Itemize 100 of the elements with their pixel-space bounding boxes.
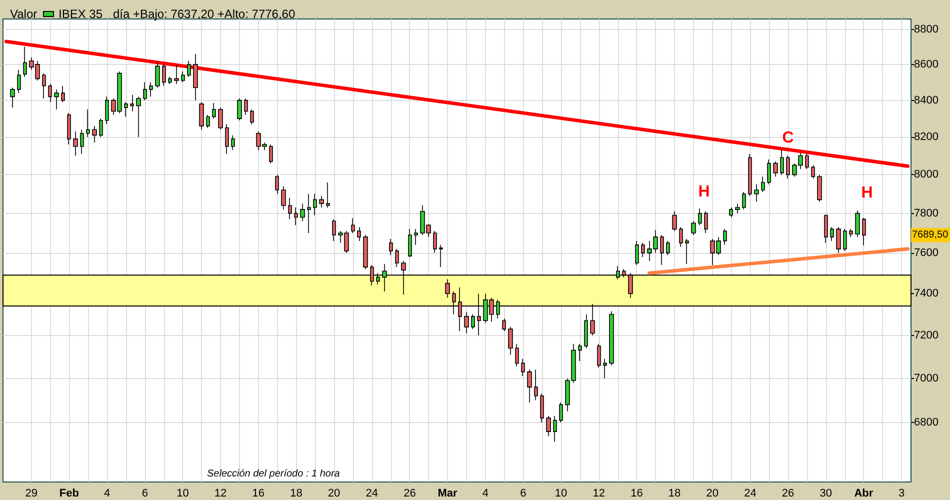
candlestick: [363, 234, 368, 270]
candlestick: [742, 192, 746, 210]
x-tick-label: 16: [252, 488, 264, 500]
candlestick: [174, 64, 179, 84]
y-tick-label: 6800: [914, 416, 938, 429]
candlestick: [553, 415, 557, 442]
x-tick-label: 26: [404, 488, 416, 500]
candlestick: [124, 102, 128, 118]
candlestick: [773, 161, 778, 178]
candlestick: [729, 207, 733, 218]
candlestick: [685, 238, 689, 264]
x-tick-label: 6: [142, 488, 148, 500]
x-tick-label: Abr: [854, 488, 874, 500]
annotation: Selección del período : 1 hora: [207, 468, 340, 480]
candlestick: [679, 226, 683, 248]
candlestick: [23, 46, 27, 78]
x-tick-label: 4: [482, 488, 488, 500]
candlestick: [641, 242, 645, 258]
candlestick: [269, 144, 273, 164]
candlestick: [559, 402, 563, 423]
candlestick: [704, 210, 708, 234]
candlestick: [105, 96, 109, 124]
candlestick: [193, 53, 198, 101]
x-tick-label: 26: [782, 488, 794, 500]
candlestick: [155, 62, 160, 88]
candlestick: [824, 214, 828, 244]
candlestick: [761, 176, 765, 192]
candlestick: [603, 358, 607, 379]
candlestick: [698, 208, 702, 226]
candlestick: [666, 240, 670, 256]
candlestick: [534, 369, 538, 401]
candlestick: [61, 85, 65, 103]
candlestick: [395, 248, 399, 268]
candlestick: [231, 134, 235, 151]
candlestick: [660, 234, 664, 266]
x-tick-label: Mar: [438, 488, 458, 500]
candlestick: [609, 310, 614, 366]
annotation: 7689,50: [912, 230, 949, 241]
candlestick: [735, 203, 740, 214]
candlestick: [767, 159, 771, 185]
candlestick: [723, 228, 727, 246]
candlestick: [351, 218, 355, 234]
y-tick-label: 8600: [914, 58, 938, 70]
x-tick-label: 12: [214, 488, 227, 500]
candlestick: [99, 118, 103, 138]
y-tick-label: 7600: [914, 246, 938, 259]
candlestick: [527, 369, 532, 403]
x-tick-label: 6: [520, 488, 526, 500]
candlestick: [281, 186, 286, 210]
candlestick: [17, 69, 21, 94]
x-tick-label: 4: [104, 488, 110, 500]
x-tick-label: 10: [176, 488, 189, 500]
y-tick-label: 7400: [914, 288, 938, 300]
candlestick: [42, 72, 46, 99]
x-tick-label: 10: [554, 488, 568, 500]
annotation: H: [698, 184, 710, 200]
y-tick-label: 8200: [914, 131, 938, 144]
candlestick: [218, 107, 223, 130]
candlestick: [748, 153, 752, 196]
candlestick: [244, 98, 248, 116]
candlestick: [578, 343, 582, 362]
candlestick: [307, 193, 311, 234]
annotation: C: [782, 130, 794, 146]
candlestick: [584, 314, 588, 349]
candlestick: [136, 96, 141, 138]
x-tick-label: 30: [820, 488, 832, 500]
candlestick: [546, 415, 551, 436]
x-tick-label: 20: [706, 488, 718, 500]
x-tick-label: 16: [630, 488, 643, 500]
candlestick: [836, 226, 841, 254]
candlestick: [48, 84, 52, 103]
candlestick: [515, 343, 519, 367]
x-tick-label: 18: [668, 488, 681, 500]
candlestick: [540, 393, 544, 423]
candlestick: [143, 82, 147, 101]
chart-title: Valor: [10, 7, 38, 21]
candlestick: [635, 240, 639, 266]
candlestick: [162, 64, 166, 86]
legend-label: IBEX 35: [58, 7, 103, 21]
candlestick: [672, 210, 677, 232]
candlestick: [817, 174, 822, 202]
candlestick: [433, 230, 437, 254]
candlestick: [862, 218, 866, 246]
candlestick: [855, 210, 860, 238]
x-tick-label: 12: [592, 488, 605, 500]
candlestick: [471, 314, 475, 330]
x-tick-label: 24: [744, 488, 756, 500]
candlestick: [389, 238, 393, 256]
candlestick: [168, 76, 172, 84]
candlestick: [149, 82, 153, 98]
x-tick-label: Feb: [59, 488, 80, 500]
candlestick: [319, 195, 324, 208]
candlestick: [212, 102, 216, 119]
candlestick: [73, 131, 78, 156]
y-tick-label: 8400: [914, 94, 938, 106]
candlestick: [10, 87, 15, 108]
chart-subtitle: día +Bajo: 7637,20 +Alto: 7776,60: [113, 7, 296, 21]
y-tick-label: 7200: [914, 329, 938, 342]
candlestick: [237, 98, 242, 121]
y-tick-label: 7000: [914, 372, 938, 384]
